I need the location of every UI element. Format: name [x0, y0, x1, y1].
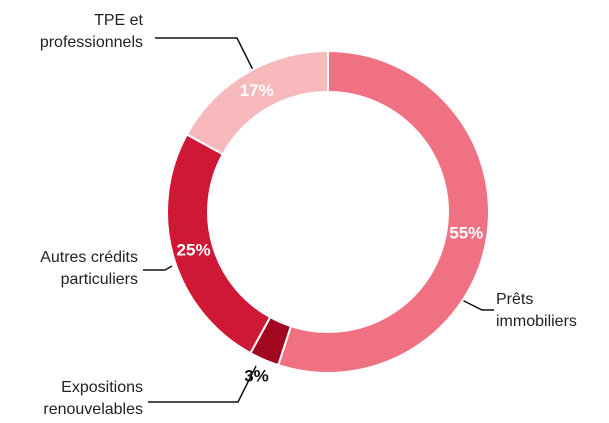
value-label: 17%	[240, 81, 274, 100]
category-label: Autres crédits particuliers	[40, 249, 138, 288]
leader-line	[155, 37, 254, 71]
donut-segment	[276, 49, 490, 374]
leader-line	[148, 365, 257, 403]
category-label: Expositions renouvelables	[43, 379, 143, 418]
value-label: 25%	[177, 241, 211, 260]
leader-line	[143, 265, 173, 271]
category-label: Prêts immobiliers	[496, 291, 577, 330]
value-label: 55%	[449, 223, 483, 242]
category-label: TPE et professionnels	[40, 12, 144, 51]
leader-line	[455, 296, 494, 311]
donut-segment	[185, 49, 329, 156]
value-label: 3%	[244, 367, 269, 386]
